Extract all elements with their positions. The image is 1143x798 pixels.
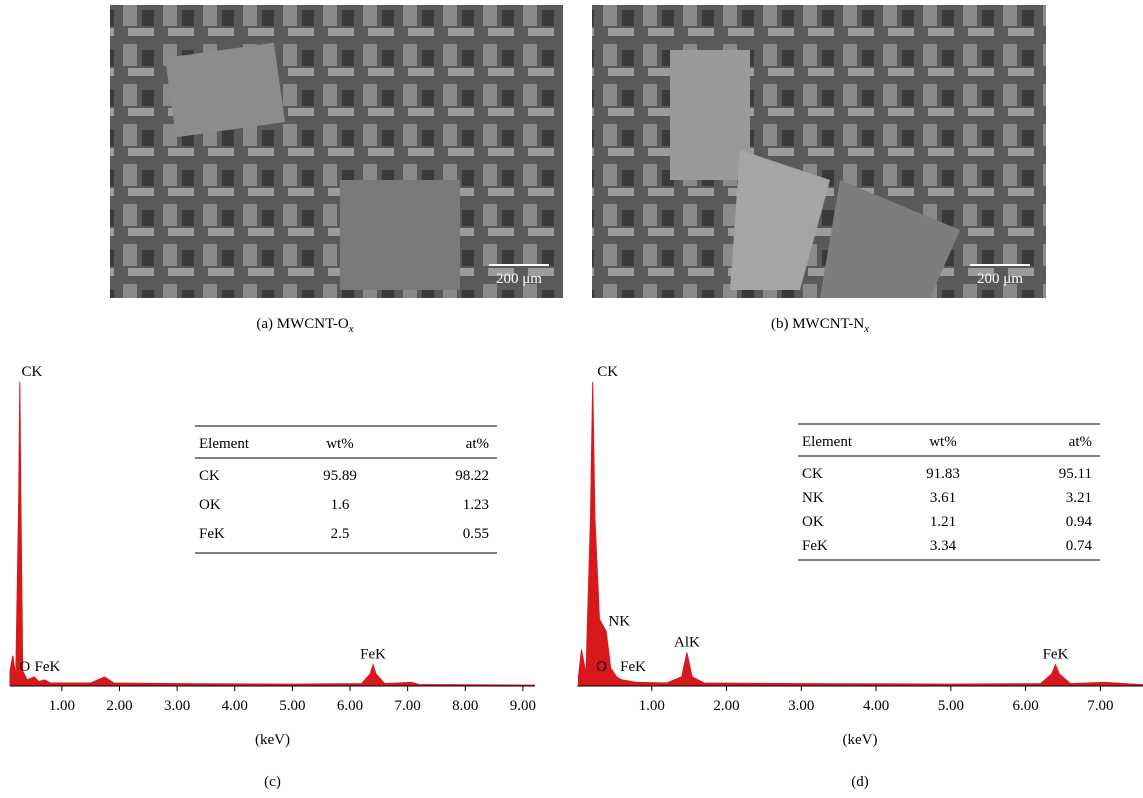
peak-label: O: [596, 659, 607, 675]
table-header: wt%: [929, 434, 957, 450]
x-tick-label: 4.00: [863, 698, 889, 714]
peak-label: FeK: [35, 659, 61, 675]
peak-label: CK: [22, 364, 43, 380]
caption-label: (a): [256, 316, 273, 332]
x-tick-label: 7.00: [1087, 698, 1113, 714]
table-cell: FeK: [199, 526, 225, 542]
peak-label: O: [19, 659, 30, 675]
table-cell: 0.74: [1066, 538, 1093, 554]
table-cell: OK: [802, 514, 824, 530]
table-cell: 3.34: [930, 538, 957, 554]
table-header: at%: [1069, 434, 1092, 450]
table-cell: CK: [802, 466, 823, 482]
table-cell: 3.21: [1066, 490, 1092, 506]
x-tick-label: 5.00: [938, 698, 964, 714]
x-tick-label: 3.00: [788, 698, 814, 714]
x-tick-label: 1.00: [49, 698, 75, 714]
sem-image-b: 200 μm: [592, 5, 1046, 298]
table-cell: 98.22: [455, 468, 489, 484]
peak-label: FeK: [1043, 647, 1069, 663]
figure: 200 μm 200 μm (a) MWCNT-Ox (b) MWCNT-Nx …: [0, 0, 1143, 793]
panel-caption: (b) MWCNT-Nx: [771, 316, 869, 335]
table-cell: 3.61: [930, 490, 956, 506]
scale-bar-label: 200 μm: [496, 271, 542, 287]
peak-label: FeK: [620, 659, 646, 675]
x-tick-label: 3.00: [164, 698, 190, 714]
scale-bar-label: 200 μm: [977, 271, 1023, 287]
table-cell: NK: [802, 490, 824, 506]
x-tick-label: 4.00: [222, 698, 248, 714]
caption-text: MWCNT-N: [792, 316, 864, 332]
peak-label: CK: [597, 364, 618, 380]
peak-label: NK: [608, 613, 630, 629]
panel-caption: (a) MWCNT-Ox: [256, 316, 353, 335]
x-tick-label: 6.00: [337, 698, 363, 714]
sem-image-a: 200 μm: [110, 5, 563, 298]
table-cell: CK: [199, 468, 220, 484]
x-tick-label: 1.00: [639, 698, 665, 714]
table-header: Element: [802, 434, 853, 450]
x-tick-label: 9.00: [510, 698, 536, 714]
table-cell: 95.89: [323, 468, 357, 484]
table-header: wt%: [326, 436, 354, 452]
x-tick-label: 2.00: [713, 698, 739, 714]
x-axis-label: (keV): [255, 732, 290, 748]
x-tick-label: 7.00: [395, 698, 421, 714]
x-axis-label: (keV): [843, 732, 878, 748]
x-tick-label: 5.00: [279, 698, 305, 714]
panel-caption: (d): [851, 774, 869, 790]
table-cell: 95.11: [1059, 466, 1092, 482]
table-cell: 91.83: [926, 466, 960, 482]
peak-label: AlK: [674, 635, 700, 651]
table-cell: 2.5: [331, 526, 350, 542]
x-tick-label: 2.00: [106, 698, 132, 714]
x-tick-label: 6.00: [1012, 698, 1038, 714]
table-cell: 0.55: [463, 526, 489, 542]
table-cell: 1.23: [463, 497, 489, 513]
spectrum: [578, 382, 1143, 686]
caption-text: MWCNT-O: [277, 316, 349, 332]
table-cell: FeK: [802, 538, 828, 554]
caption-sub: x: [348, 323, 354, 335]
table-header: Element: [199, 436, 250, 452]
table-cell: 0.94: [1066, 514, 1093, 530]
table-cell: 1.6: [331, 497, 350, 513]
table-header: at%: [466, 436, 489, 452]
peak-label: FeK: [360, 647, 386, 663]
table-cell: OK: [199, 497, 221, 513]
table-cell: 1.21: [930, 514, 956, 530]
x-tick-label: 8.00: [452, 698, 478, 714]
caption-sub: x: [863, 323, 869, 335]
caption-label: (b): [771, 316, 789, 332]
spectrum: [10, 382, 534, 686]
panel-caption: (c): [264, 774, 281, 790]
